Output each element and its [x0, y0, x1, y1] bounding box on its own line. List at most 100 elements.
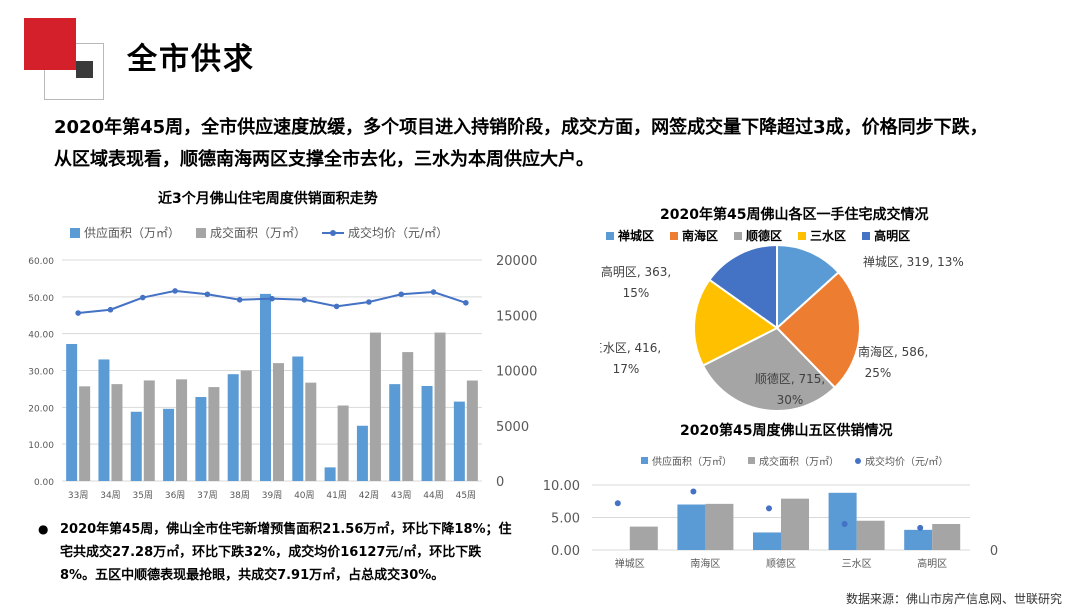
trend-bar-supply: [163, 408, 175, 481]
trend-y-left-tick: 20.00: [28, 404, 54, 414]
trend-price-point: [139, 294, 146, 301]
trend-x-tick: 39周: [262, 490, 282, 501]
bullet-note: ● 2020年第45周，佛山全市住宅新增预售面积21.56万㎡，环比下降18%；…: [38, 518, 528, 587]
district-price-point: [614, 500, 621, 507]
pie-legend-label: 禅城区: [618, 229, 655, 243]
legend-item-deal: 成交面积（万㎡）: [196, 224, 306, 241]
district-bar-supply: [677, 504, 706, 550]
trend-x-tick: 38周: [229, 490, 249, 501]
district-legend-label-supply: 供应面积（万㎡）: [652, 457, 732, 468]
district-x-tick: 禅城区: [615, 557, 645, 570]
pie-legend-item: 顺德区: [734, 227, 782, 244]
trend-bar-deal: [337, 405, 349, 481]
pie-slice-2: [701, 326, 837, 412]
trend-bar-deal: [208, 387, 220, 481]
trend-bar-supply: [421, 385, 433, 481]
pie-slice-1: [775, 270, 861, 389]
trend-y-left-tick: 0.00: [34, 478, 54, 488]
legend-swatch-deal: [196, 227, 207, 238]
district-bar-supply: [828, 492, 857, 550]
trend-bar-supply: [292, 356, 304, 481]
district-price-point: [766, 505, 772, 512]
pie-chart-title: 2020年第45周佛山各区一手住宅成交情况: [660, 207, 929, 223]
trend-x-tick: 34周: [100, 490, 120, 501]
pie-legend-label: 高明区: [874, 229, 911, 243]
trend-price-point: [463, 299, 469, 306]
trend-bar-supply: [98, 359, 110, 481]
pie-chart-legend: 禅城区 南海区 顺德区 三水区 高明区: [606, 227, 926, 244]
trend-bar-supply: [324, 467, 336, 481]
district-bar-deal: [932, 524, 961, 550]
district-legend-swatch-deal: [748, 457, 755, 464]
bullet-line-1: 2020年第45周，佛山全市住宅新增预售面积21.56万㎡，环比下降18%；住: [60, 522, 512, 537]
trend-x-tick: 33周: [68, 490, 88, 501]
bullet-line-2: 宅共成交27.28万㎡，环比下跌32%，成交均价16127元/㎡，环比下跌: [60, 545, 482, 560]
trend-bar-supply: [356, 425, 368, 481]
trend-y-left-tick: 50.00: [28, 294, 54, 304]
trend-y-left-tick: 30.00: [28, 368, 54, 378]
district-x-tick: 顺德区: [766, 557, 796, 570]
trend-y-left-tick: 10.00: [28, 441, 54, 451]
trend-bar-supply: [66, 343, 78, 481]
trend-y-right-tick: 0: [496, 475, 504, 490]
district-chart-legend: 供应面积（万㎡） 成交面积（万㎡） 成交均价（元/㎡）: [641, 453, 964, 468]
pie-slice-3: [693, 278, 779, 367]
trend-bar-deal: [369, 332, 381, 481]
district-y-left-tick: 0.00: [551, 544, 580, 559]
trend-bar-supply: [195, 397, 207, 481]
pie-slice-4: [708, 243, 778, 330]
trend-bar-supply: [453, 401, 465, 481]
trend-price-point: [204, 291, 211, 298]
pie-legend-item: 南海区: [670, 227, 718, 244]
legend-label-deal: 成交面积（万㎡）: [210, 226, 307, 240]
legend-label-supply: 供应面积（万㎡）: [84, 226, 181, 240]
pie-data-label-pct: 30%: [777, 393, 804, 407]
district-x-tick: 三水区: [842, 558, 872, 570]
trend-x-tick: 35周: [133, 490, 153, 501]
trend-price-point: [172, 288, 178, 294]
district-legend-label-price: 成交均价（元/㎡）: [865, 457, 949, 468]
trend-bar-supply: [227, 374, 239, 481]
legend-swatch-price: [322, 229, 345, 236]
district-legend-item-deal: 成交面积（万㎡）: [748, 453, 839, 468]
trend-x-tick: 45周: [456, 490, 476, 501]
trend-x-tick: 44周: [423, 490, 443, 501]
trend-bar-deal: [240, 370, 252, 481]
legend-item-supply: 供应面积（万㎡）: [70, 224, 180, 241]
trend-bar-deal: [143, 380, 155, 481]
bullet-dot-icon: ●: [38, 522, 49, 536]
pie-data-label-pct: 17%: [613, 362, 640, 376]
district-price-point: [690, 488, 697, 495]
trend-bar-deal: [466, 380, 478, 481]
district-chart: 0.00 5.00 10.00 0 禅城区 南海区 顺德区 三水区 高明区: [543, 479, 998, 570]
district-x-tick: 南海区: [690, 557, 720, 570]
pie-legend-item: 三水区: [798, 227, 846, 244]
district-y-right-tick: 0: [990, 544, 998, 559]
header-decoration-dark-square: [76, 61, 93, 78]
trend-x-tick: 40周: [294, 490, 314, 501]
page-title: 全市供求: [127, 42, 255, 77]
pie-legend-swatch: [670, 231, 679, 240]
summary-line-2: 从区域表现看，顺德南海两区支撑全市去化，三水为本周供应大户。: [54, 149, 594, 170]
district-bar-deal: [629, 526, 658, 550]
pie-legend-item: 高明区: [862, 227, 910, 244]
pie-legend-label: 三水区: [810, 229, 847, 243]
trend-bar-deal: [176, 379, 188, 481]
trend-price-point: [107, 306, 114, 313]
legend-item-price: 成交均价（元/㎡）: [322, 224, 448, 241]
pie-chart: 禅城区, 319, 13% 南海区, 586, 25% 顺德区, 715, 30% 三水区…: [600, 243, 964, 412]
trend-bar-deal: [434, 332, 446, 481]
trend-bar-deal: [111, 384, 123, 481]
trend-price-point: [301, 296, 308, 303]
pie-legend-swatch: [862, 231, 871, 240]
summary-text: 2020年第45周，全市供应速度放缓，多个项目进入持销阶段，成交方面，网签成交量…: [54, 112, 1054, 176]
district-bar-supply: [904, 529, 933, 550]
district-legend-swatch-supply: [641, 457, 648, 464]
pie-data-label: 禅城区, 319, 13%: [863, 255, 964, 269]
legend-swatch-supply: [70, 227, 80, 238]
pie-legend-label: 南海区: [682, 229, 719, 243]
pie-legend-label: 顺德区: [746, 229, 783, 243]
trend-chart-legend: 供应面积（万㎡） 成交面积（万㎡） 成交均价（元/㎡）: [70, 224, 464, 241]
district-legend-label-deal: 成交面积（万㎡）: [759, 457, 839, 468]
district-bar-deal: [705, 503, 734, 550]
